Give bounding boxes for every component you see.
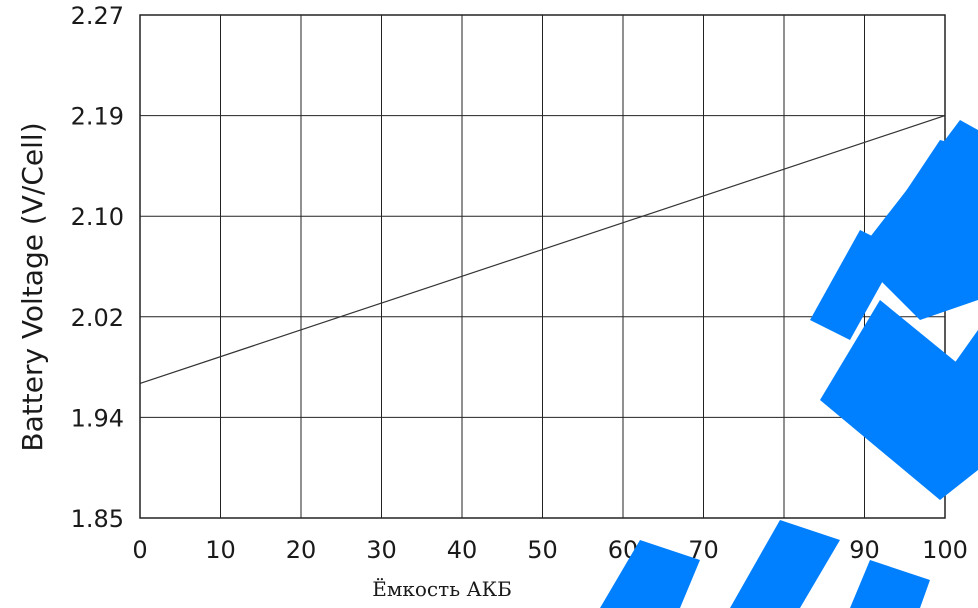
y-axis-label: Battery Voltage (V/Cell) bbox=[16, 122, 49, 451]
x-tick-label: 20 bbox=[286, 536, 317, 564]
series-layer bbox=[139, 115, 946, 385]
x-tick-label: 0 bbox=[132, 536, 147, 564]
y-tick-label: 2.27 bbox=[71, 2, 124, 30]
y-tick-label: 2.19 bbox=[71, 103, 124, 131]
x-tick-label: 50 bbox=[527, 536, 558, 564]
series-line bbox=[139, 115, 946, 385]
x-axis-label: Ёмкость АКБ bbox=[372, 577, 512, 601]
y-tick-label: 2.10 bbox=[71, 203, 124, 231]
x-tick-label: 100 bbox=[922, 536, 968, 564]
watermark-logo bbox=[600, 120, 978, 608]
y-tick-label: 1.94 bbox=[71, 404, 124, 432]
x-tick-label: 90 bbox=[849, 536, 880, 564]
y-tick-label: 1.85 bbox=[71, 505, 124, 533]
x-axis-ticks: 0102030405060708090100 bbox=[132, 536, 968, 564]
y-axis-ticks: 1.85 1.94 2.02 2.10 2.19 2.27 bbox=[71, 2, 124, 533]
x-tick-label: 40 bbox=[447, 536, 478, 564]
x-tick-label: 30 bbox=[366, 536, 397, 564]
grid bbox=[140, 15, 945, 518]
y-tick-label: 2.02 bbox=[71, 304, 124, 332]
x-tick-label: 10 bbox=[205, 536, 236, 564]
